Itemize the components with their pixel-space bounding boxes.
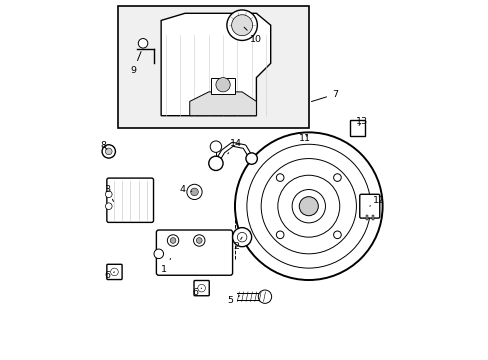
Bar	[365, 215, 367, 220]
Text: 2: 2	[232, 237, 242, 251]
Circle shape	[231, 15, 252, 36]
Circle shape	[245, 153, 257, 164]
Circle shape	[210, 141, 221, 152]
Circle shape	[105, 203, 112, 210]
Circle shape	[333, 231, 341, 239]
Circle shape	[186, 184, 202, 199]
Circle shape	[208, 156, 223, 171]
Circle shape	[226, 10, 257, 40]
Circle shape	[198, 284, 205, 292]
Circle shape	[333, 174, 341, 181]
Text: 14: 14	[227, 139, 242, 154]
Circle shape	[110, 268, 118, 276]
Text: 5: 5	[227, 296, 239, 305]
FancyBboxPatch shape	[107, 178, 153, 222]
Circle shape	[167, 235, 179, 246]
Circle shape	[193, 235, 204, 246]
Circle shape	[276, 174, 284, 181]
FancyBboxPatch shape	[359, 194, 379, 218]
Text: 1: 1	[160, 258, 170, 274]
FancyBboxPatch shape	[156, 230, 232, 275]
Text: 13: 13	[355, 117, 367, 126]
Text: 10: 10	[244, 27, 262, 44]
Circle shape	[105, 191, 112, 198]
Polygon shape	[161, 13, 270, 116]
Bar	[211, 78, 235, 94]
Text: 3: 3	[104, 185, 113, 202]
Circle shape	[235, 132, 382, 280]
Circle shape	[237, 233, 246, 242]
Bar	[349, 120, 364, 136]
Circle shape	[105, 148, 112, 155]
Text: 6: 6	[104, 271, 114, 280]
Circle shape	[232, 228, 251, 247]
Text: 4: 4	[179, 185, 191, 194]
Circle shape	[170, 238, 176, 243]
Circle shape	[138, 39, 147, 48]
Circle shape	[258, 290, 271, 303]
Text: 12: 12	[369, 196, 385, 206]
Circle shape	[190, 188, 198, 196]
FancyBboxPatch shape	[107, 264, 122, 280]
Circle shape	[216, 78, 230, 92]
Circle shape	[196, 238, 202, 243]
Circle shape	[154, 249, 163, 258]
FancyBboxPatch shape	[194, 280, 209, 296]
Text: 8: 8	[100, 141, 107, 150]
Bar	[371, 215, 373, 220]
Text: 9: 9	[130, 51, 141, 75]
Circle shape	[102, 145, 115, 158]
Polygon shape	[189, 92, 256, 116]
Circle shape	[299, 197, 318, 216]
Text: 7: 7	[311, 90, 337, 102]
Text: 6: 6	[192, 288, 201, 297]
Circle shape	[276, 231, 284, 239]
Text: 11: 11	[298, 134, 310, 143]
Bar	[118, 6, 308, 127]
